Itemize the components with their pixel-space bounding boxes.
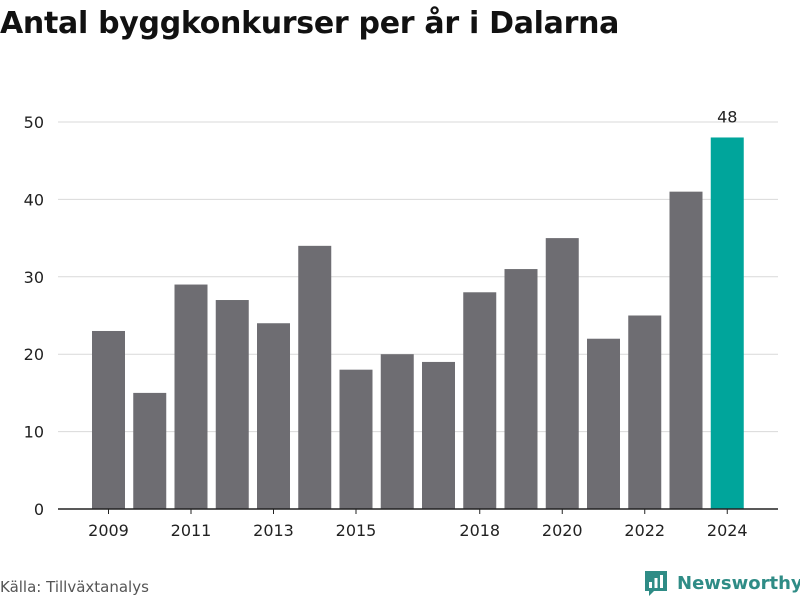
x-tick-label: 2013: [253, 521, 294, 540]
data-label-2024: 48: [717, 107, 737, 126]
chart-title: Antal byggkonkurser per år i Dalarna: [0, 6, 620, 41]
y-tick-label: 50: [24, 113, 44, 132]
x-axis-tick-labels: 2009 2011 2013 2015 2018 2020 2022 2024: [88, 521, 747, 540]
source-note: Källa: Tillväxtanalys: [0, 578, 149, 596]
bars: [92, 137, 744, 510]
y-axis-tick-labels: 0 10 20 30 40 50: [24, 113, 44, 519]
bar-2009: [92, 330, 125, 509]
y-tick-label: 10: [24, 423, 44, 442]
bar-2016: [380, 354, 414, 509]
x-tick-label: 2022: [624, 521, 665, 540]
bar-2017: [422, 361, 455, 509]
bar-2012: [215, 300, 249, 509]
bar-2022: [628, 315, 662, 509]
bar-2020: [545, 238, 579, 509]
bar-2011: [174, 284, 208, 509]
x-tick-label: 2024: [707, 521, 748, 540]
bar-2010: [133, 392, 167, 509]
bar-2018: [463, 292, 497, 509]
y-tick-label: 20: [24, 345, 44, 364]
x-tick-label: 2018: [459, 521, 500, 540]
brand-logo: Newsworthy: [643, 569, 800, 597]
newsworthy-logo-icon: [645, 571, 667, 596]
data-labels: 48: [717, 107, 737, 126]
bar-2021: [587, 338, 620, 509]
bar-2023: [669, 191, 703, 509]
bar-2024: [710, 137, 744, 510]
x-tick-label: 2015: [336, 521, 377, 540]
bar-2013: [257, 323, 290, 509]
x-axis: [58, 508, 778, 514]
bar-2015: [339, 369, 373, 509]
y-tick-label: 0: [34, 500, 44, 519]
y-tick-label: 30: [24, 268, 44, 287]
x-tick-label: 2009: [88, 521, 129, 540]
x-tick-label: 2020: [542, 521, 583, 540]
brand-name: Newsworthy: [677, 572, 800, 594]
x-tick-label: 2011: [171, 521, 212, 540]
bar-2019: [504, 269, 538, 509]
y-tick-label: 40: [24, 190, 44, 209]
bar-2014: [298, 245, 332, 509]
